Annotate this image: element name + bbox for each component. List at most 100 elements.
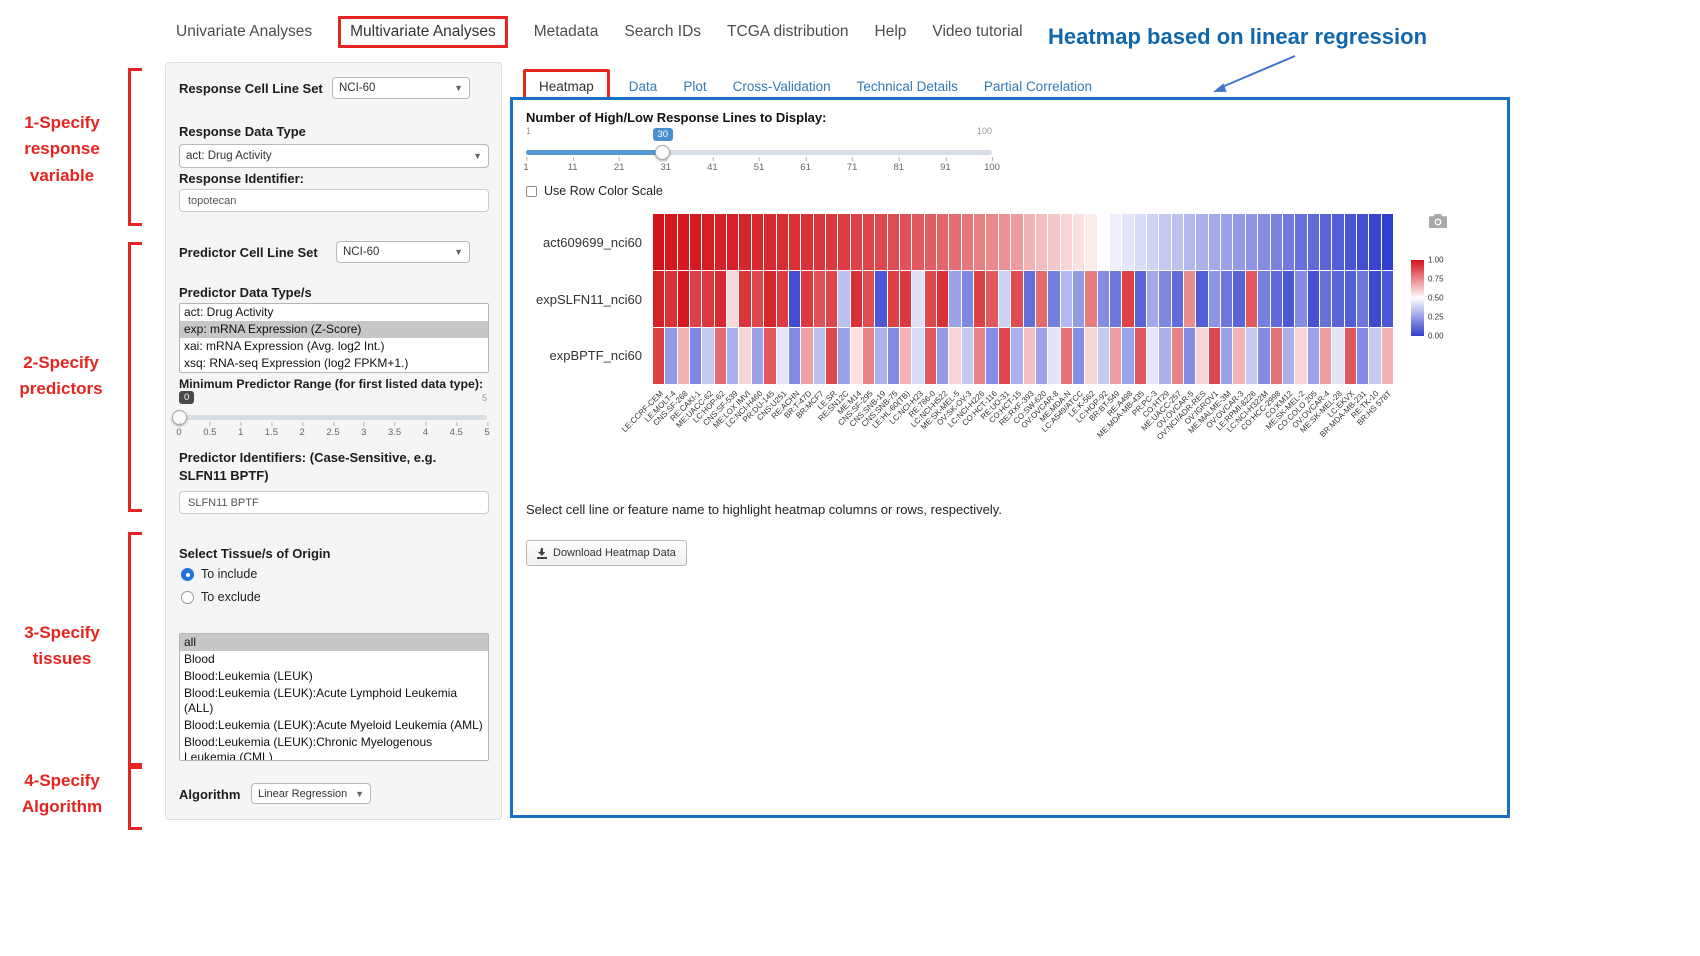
heatmap-cell[interactable] (677, 271, 690, 327)
heatmap-cell[interactable] (998, 271, 1011, 327)
heatmap-cell[interactable] (801, 271, 813, 327)
heatmap-cell[interactable] (1023, 214, 1035, 270)
heatmap-cell[interactable] (751, 328, 764, 384)
response-data-type-select[interactable]: act: Drug Activity ▼ (179, 144, 489, 168)
tissue-origin-option-to-include[interactable]: To include (181, 567, 261, 581)
heatmap-cell[interactable] (813, 328, 825, 384)
heatmap-cell[interactable] (1097, 214, 1109, 270)
heatmap-cell[interactable] (924, 271, 937, 327)
heatmap-cell[interactable] (825, 328, 838, 384)
heatmap-cell[interactable] (1258, 328, 1270, 384)
heatmap-cell[interactable] (801, 214, 813, 270)
heatmap-row-label-act609699-nci60[interactable]: act609699_nci60 (542, 234, 642, 250)
heatmap-cell[interactable] (1072, 271, 1085, 327)
heatmap-cell[interactable] (937, 214, 949, 270)
heatmap-cell[interactable] (924, 328, 937, 384)
heatmap-cell[interactable] (986, 214, 998, 270)
nav-item-video-tutorial[interactable]: Video tutorial (932, 23, 1023, 40)
tab-data[interactable]: Data (628, 79, 658, 94)
heatmap-cell[interactable] (862, 271, 875, 327)
heatmap-cell[interactable] (1332, 271, 1344, 327)
heatmap-cell[interactable] (1307, 271, 1319, 327)
heatmap-cell[interactable] (937, 328, 949, 384)
nav-item-univariate-analyses[interactable]: Univariate Analyses (176, 23, 313, 40)
heatmap-cell[interactable] (949, 271, 961, 327)
list-option-blood[interactable]: Blood (184, 652, 215, 666)
heatmap-cell[interactable] (1122, 271, 1134, 327)
heatmap-cell[interactable] (1035, 214, 1048, 270)
heatmap-cell[interactable] (887, 271, 899, 327)
heatmap-cell[interactable] (850, 328, 862, 384)
response-identifier-input[interactable] (179, 189, 489, 212)
heatmap-cell[interactable] (862, 328, 875, 384)
range-slider-track[interactable] (179, 415, 487, 420)
list-option-exp-mrna-expression-z-score[interactable]: exp: mRNA Expression (Z-Score) (180, 321, 488, 338)
heatmap-cell[interactable] (1171, 271, 1184, 327)
list-option-act-drug-activity[interactable]: act: Drug Activity (184, 305, 274, 319)
heatmap-cell[interactable] (1134, 328, 1146, 384)
heatmap-cell[interactable] (1258, 214, 1270, 270)
heatmap-cell[interactable] (912, 214, 924, 270)
heatmap-cell[interactable] (1134, 271, 1146, 327)
heatmap-cell[interactable] (1011, 328, 1023, 384)
heatmap-cell[interactable] (1307, 214, 1319, 270)
heatmap-cell[interactable] (1233, 214, 1245, 270)
nav-item-help[interactable]: Help (874, 23, 907, 40)
heatmap-cell[interactable] (1184, 214, 1196, 270)
heatmap-cell[interactable] (1159, 214, 1171, 270)
heatmap-cell[interactable] (1369, 271, 1381, 327)
heatmap-cell[interactable] (949, 214, 961, 270)
heatmap-cell[interactable] (1060, 214, 1072, 270)
range-slider-handle[interactable] (171, 410, 187, 425)
heatmap-cell[interactable] (727, 328, 739, 384)
tissue-origin-option-to-exclude[interactable]: To exclude (181, 590, 261, 604)
heatmap-cell[interactable] (1332, 214, 1344, 270)
heatmap-cell[interactable] (665, 271, 677, 327)
heatmap-cell[interactable] (887, 328, 899, 384)
heatmap-cell[interactable] (986, 271, 998, 327)
heatmap-cell[interactable] (764, 328, 776, 384)
heatmap-cell[interactable] (1381, 214, 1393, 270)
heatmap-cell[interactable] (1369, 328, 1381, 384)
predictor-cell-line-set-select[interactable]: NCI-60 ▼ (336, 241, 470, 263)
heatmap-cell[interactable] (875, 271, 887, 327)
heatmap-cell[interactable] (1332, 328, 1344, 384)
heatmap-cell[interactable] (739, 328, 751, 384)
heatmap-cell[interactable] (986, 328, 998, 384)
heatmap-cell[interactable] (924, 214, 937, 270)
heatmap-cell[interactable] (776, 328, 788, 384)
heatmap-cell[interactable] (788, 214, 801, 270)
heatmap-cell[interactable] (974, 328, 986, 384)
heatmap-cell[interactable] (1035, 328, 1048, 384)
heatmap-cell[interactable] (1282, 214, 1295, 270)
algorithm-select[interactable]: Linear Regression ▼ (251, 783, 371, 804)
heatmap-cell[interactable] (739, 214, 751, 270)
heatmap-cell[interactable] (838, 328, 850, 384)
heatmap-cell[interactable] (1344, 214, 1356, 270)
heatmap-cell[interactable] (788, 271, 801, 327)
heatmap-cell[interactable] (1295, 271, 1307, 327)
heatmap-cell[interactable] (998, 214, 1011, 270)
heatmap-cell[interactable] (1208, 328, 1221, 384)
heatmap-cell[interactable] (690, 328, 702, 384)
heatmap-cell[interactable] (1060, 271, 1072, 327)
nav-item-metadata[interactable]: Metadata (533, 23, 599, 40)
heatmap-cell[interactable] (1109, 214, 1122, 270)
heatmap-cell[interactable] (1097, 271, 1109, 327)
heatmap-cell[interactable] (1381, 328, 1393, 384)
heatmap-cell[interactable] (1270, 214, 1282, 270)
heatmap-cell[interactable] (998, 328, 1011, 384)
heatmap-cell[interactable] (961, 271, 974, 327)
heatmap-cell[interactable] (1048, 271, 1060, 327)
list-option-blood-leukemia-leuk-acute-myeloid-leukem[interactable]: Blood:Leukemia (LEUK):Acute Myeloid Leuk… (184, 718, 483, 732)
heatmap-cell[interactable] (739, 271, 751, 327)
heatmap-cell[interactable] (1295, 328, 1307, 384)
heatmap-row-label-expslfn11-nci60[interactable]: expSLFN11_nci60 (536, 291, 642, 307)
heatmap-cell[interactable] (813, 214, 825, 270)
heatmap-cell[interactable] (677, 328, 690, 384)
heatmap-cell[interactable] (714, 328, 727, 384)
predictor-data-type-list[interactable]: act: Drug Activity exp: mRNA Expression (… (179, 303, 489, 373)
heatmap-cell[interactable] (1109, 271, 1122, 327)
heatmap-cell[interactable] (1184, 328, 1196, 384)
heatmap-cell[interactable] (1295, 214, 1307, 270)
